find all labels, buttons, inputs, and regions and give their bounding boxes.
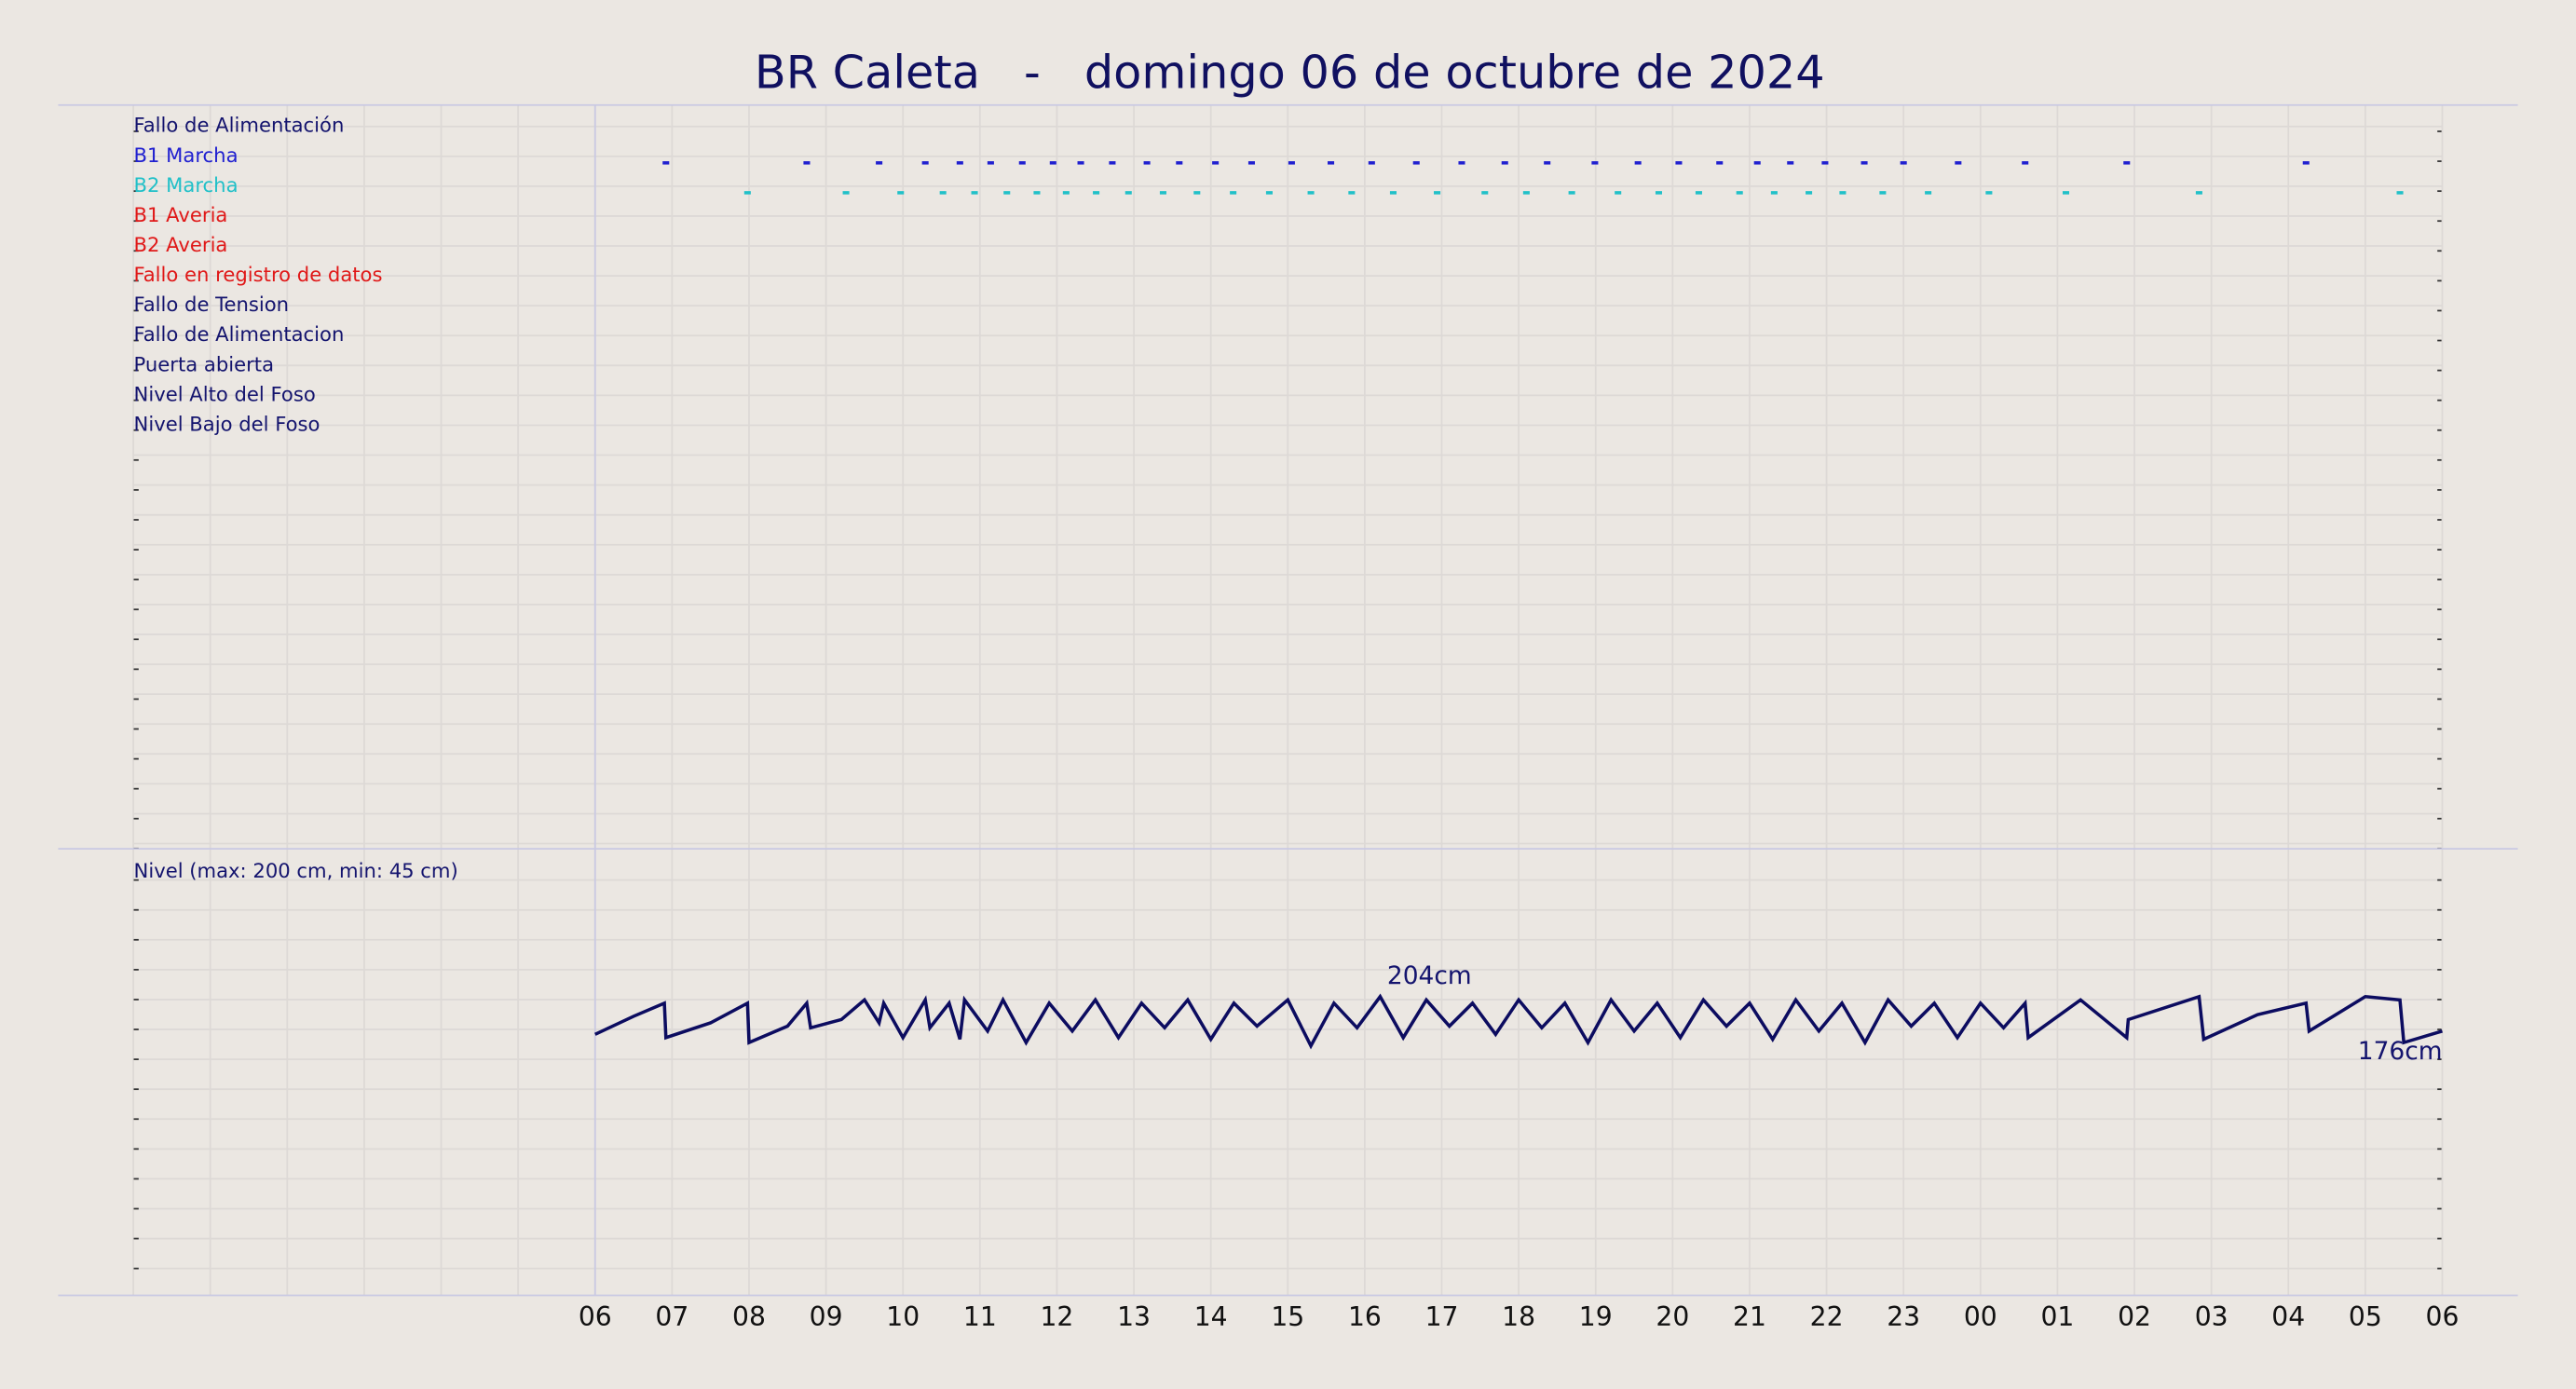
x-tick-label: 12 xyxy=(1041,1301,1074,1332)
x-tick-label: 09 xyxy=(810,1301,843,1332)
x-tick-label: 14 xyxy=(1194,1301,1228,1332)
x-tick-label: 10 xyxy=(886,1301,920,1332)
x-tick-label: 05 xyxy=(2349,1301,2382,1332)
x-tick-label: 06 xyxy=(579,1301,612,1332)
x-tick-label: 15 xyxy=(1271,1301,1304,1332)
signal-label: Fallo en registro de datos xyxy=(134,263,383,286)
x-tick-label: 23 xyxy=(1887,1301,1920,1332)
x-tick-label: 11 xyxy=(963,1301,997,1332)
x-tick-label: 04 xyxy=(2271,1301,2305,1332)
signal-label: Fallo de Tension xyxy=(134,293,290,316)
x-tick-label: 01 xyxy=(2040,1301,2074,1332)
x-tick-label: 07 xyxy=(655,1301,688,1332)
x-tick-label: 02 xyxy=(2118,1301,2151,1332)
signal-label: Nivel Bajo del Foso xyxy=(134,412,320,435)
x-tick-label: 16 xyxy=(1348,1301,1382,1332)
x-tick-label: 21 xyxy=(1733,1301,1766,1332)
x-tick-label: 20 xyxy=(1656,1301,1689,1332)
x-tick-label: 19 xyxy=(1579,1301,1613,1332)
x-tick-label: 06 xyxy=(2426,1301,2460,1332)
signal-label: B2 Marcha xyxy=(134,173,239,197)
signal-label: Fallo de Alimentacion xyxy=(134,322,345,346)
signal-label: B1 Marcha xyxy=(134,143,239,167)
x-tick-label: 08 xyxy=(732,1301,766,1332)
panel-label: Nivel (max: 200 cm, min: 45 cm) xyxy=(134,859,458,882)
x-tick-label: 22 xyxy=(1810,1301,1844,1332)
x-tick-label: 03 xyxy=(2195,1301,2228,1332)
signal-label: Fallo de Alimentación xyxy=(134,114,345,137)
level-line xyxy=(594,993,2443,1050)
marks: 06 07 08 09 10 11 12 13 14 15 16 17 18 19 20 21 22 23 00 01… xyxy=(134,114,2460,1333)
signal-label: B1 Averia xyxy=(134,203,228,226)
signal-label: B2 Averia xyxy=(134,233,228,256)
last-label: 176cm xyxy=(2358,1037,2443,1066)
x-tick-label: 17 xyxy=(1425,1301,1459,1332)
signal-label: Nivel Alto del Foso xyxy=(134,382,316,405)
x-tick-label: 13 xyxy=(1117,1301,1151,1332)
signal-label: Puerta abierta xyxy=(134,352,275,375)
x-tick-label: 18 xyxy=(1502,1301,1535,1332)
grid xyxy=(132,104,2444,1296)
x-tick-label: 00 xyxy=(1964,1301,1997,1332)
max-label: 204cm xyxy=(1387,961,1472,990)
chart-title: BR Caleta - domingo 06 de octubre de 202… xyxy=(755,46,1825,100)
